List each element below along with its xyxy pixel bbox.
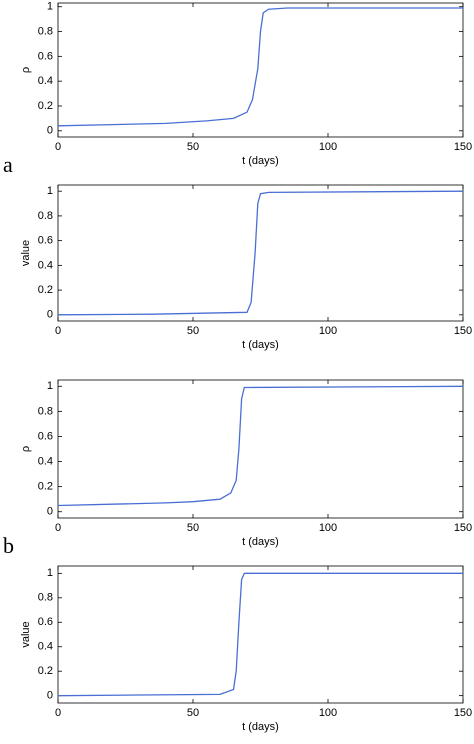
x-tick-label: 50 <box>187 141 199 153</box>
y-axis-label: ρ <box>20 446 32 452</box>
y-tick-label: 0 <box>47 506 53 518</box>
y-tick-label: 1 <box>47 380 53 392</box>
y-tick-label: 0.6 <box>38 235 53 247</box>
x-tick-label: 50 <box>187 707 199 719</box>
y-tick-label: 0.8 <box>38 405 53 417</box>
y-tick-label: 0.6 <box>38 430 53 442</box>
data-line <box>57 7 463 127</box>
y-tick-label: 0.2 <box>38 100 53 112</box>
y-tick-label: 0.6 <box>38 616 53 628</box>
plot-frame <box>57 379 464 519</box>
x-tick-label: 100 <box>319 141 337 153</box>
y-tick-label: 1 <box>47 1 53 13</box>
y-tick-label: 0.2 <box>38 481 53 493</box>
x-axis-label: t (days) <box>242 536 279 548</box>
y-tick-label: 0.8 <box>38 25 53 37</box>
data-line <box>57 385 464 507</box>
plot-frame <box>57 2 464 138</box>
x-tick-label: 150 <box>454 141 472 153</box>
y-tick-label: 0.8 <box>38 210 53 222</box>
x-tick-label: 150 <box>454 707 472 719</box>
x-axis-label: t (days) <box>242 155 279 167</box>
data-line <box>57 572 463 697</box>
plot-frame <box>57 184 464 322</box>
y-tick-label: 0.4 <box>38 75 53 87</box>
y-tick-label: 0 <box>47 309 53 321</box>
y-tick-label: 0.4 <box>38 641 53 653</box>
y-axis-label: value <box>20 621 32 647</box>
x-tick-label: 150 <box>454 325 472 337</box>
y-tick-label: 0.6 <box>38 50 53 62</box>
x-tick-label: 100 <box>319 325 337 337</box>
panel-label: b <box>3 533 14 558</box>
x-tick-label: 150 <box>454 522 472 534</box>
x-tick-label: 0 <box>55 141 61 153</box>
y-tick-label: 1 <box>47 567 53 579</box>
x-tick-label: 0 <box>55 707 61 719</box>
y-tick-label: 0.2 <box>38 284 53 296</box>
x-tick-label: 100 <box>319 707 337 719</box>
y-tick-label: 0.4 <box>38 455 53 467</box>
y-axis-label: value <box>20 240 32 266</box>
x-axis-label: t (days) <box>242 721 279 733</box>
y-axis-label: ρ <box>20 67 32 73</box>
x-tick-label: 0 <box>55 325 61 337</box>
x-tick-label: 50 <box>187 325 199 337</box>
y-tick-label: 0.4 <box>38 259 53 271</box>
y-tick-label: 0.2 <box>38 665 53 677</box>
y-tick-label: 0 <box>47 125 53 137</box>
data-line <box>57 190 464 316</box>
panel-label: a <box>3 152 13 177</box>
plot-frame <box>57 565 464 704</box>
y-tick-label: 0.8 <box>38 592 53 604</box>
y-tick-label: 0 <box>47 690 53 702</box>
x-tick-label: 50 <box>187 522 199 534</box>
x-axis-label: t (days) <box>242 339 279 351</box>
y-tick-label: 1 <box>47 185 53 197</box>
x-tick-label: 0 <box>55 522 61 534</box>
x-tick-label: 100 <box>319 522 337 534</box>
